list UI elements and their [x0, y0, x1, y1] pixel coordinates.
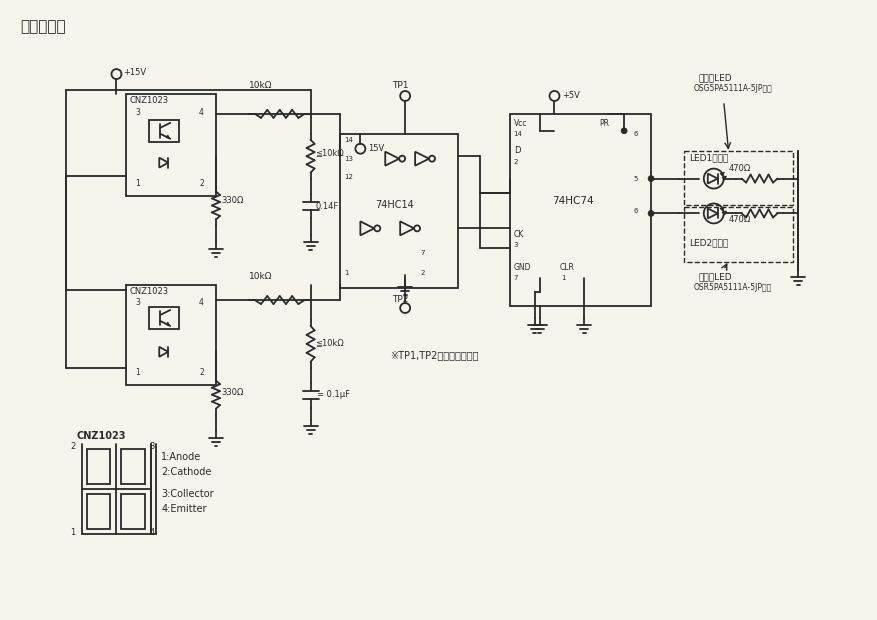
Text: 4: 4: [199, 298, 204, 307]
Text: 7: 7: [420, 250, 424, 256]
Circle shape: [648, 210, 654, 216]
Bar: [121, 450, 146, 484]
Text: 470Ω: 470Ω: [729, 164, 751, 172]
Text: TP2: TP2: [392, 295, 409, 304]
Text: 2: 2: [420, 270, 424, 276]
Text: 2: 2: [199, 368, 203, 377]
Text: CNZ1023: CNZ1023: [130, 96, 168, 105]
Bar: [340, 134, 458, 288]
Text: TP1: TP1: [392, 81, 409, 90]
Text: 330Ω: 330Ω: [221, 195, 243, 205]
Text: ≦10kΩ: ≦10kΩ: [316, 149, 345, 157]
Text: 2: 2: [70, 443, 75, 451]
Text: 4:Emitter: 4:Emitter: [161, 504, 207, 514]
Text: 2: 2: [199, 179, 203, 188]
Text: 10kΩ: 10kΩ: [249, 272, 273, 281]
Text: 74HC74: 74HC74: [553, 195, 594, 205]
Text: D: D: [514, 146, 520, 155]
Bar: [149, 307, 179, 329]
Text: CK: CK: [514, 231, 524, 239]
Bar: [87, 450, 111, 484]
Text: +5V: +5V: [562, 91, 581, 100]
Text: 14: 14: [514, 131, 523, 137]
Text: 4: 4: [199, 108, 204, 117]
Text: 2:Cathode: 2:Cathode: [161, 467, 211, 477]
Text: 6: 6: [633, 208, 638, 215]
Bar: [87, 494, 111, 529]
Bar: [126, 285, 216, 384]
Text: 3: 3: [149, 443, 154, 451]
Text: 1:Anode: 1:Anode: [161, 453, 202, 463]
Text: CNZ1023: CNZ1023: [130, 287, 168, 296]
Text: 定電流LED: 定電流LED: [699, 73, 732, 82]
Text: 15V: 15V: [368, 144, 385, 153]
Text: 1: 1: [561, 275, 566, 281]
Text: 3:Collector: 3:Collector: [161, 489, 214, 499]
Text: 1: 1: [135, 368, 140, 377]
Bar: [684, 208, 794, 262]
Text: LED1（緑）: LED1（緑）: [688, 154, 728, 162]
Text: 1: 1: [345, 270, 349, 276]
Text: 5: 5: [633, 175, 638, 182]
Circle shape: [648, 175, 654, 182]
Text: 2: 2: [514, 159, 518, 165]
Text: CNZ1023: CNZ1023: [76, 432, 126, 441]
Text: OSR5PA5111A-5JPも可: OSR5PA5111A-5JPも可: [694, 283, 772, 292]
Text: 7: 7: [514, 275, 518, 281]
Text: 470Ω: 470Ω: [729, 215, 751, 224]
Text: 10kΩ: 10kΩ: [249, 81, 273, 90]
Text: ※TP1,TP2はチェック端子: ※TP1,TP2はチェック端子: [390, 350, 479, 360]
Text: 1: 1: [135, 179, 140, 188]
Text: +15V: +15V: [124, 68, 146, 77]
Bar: [684, 151, 794, 205]
Text: = 0.1μF: = 0.1μF: [317, 389, 350, 399]
Text: 3: 3: [514, 242, 518, 248]
Text: OSG5PA5111A-5JPも可: OSG5PA5111A-5JPも可: [694, 84, 773, 93]
Text: 14: 14: [345, 137, 353, 143]
Text: 定電流LED: 定電流LED: [699, 272, 732, 281]
Text: 74HC14: 74HC14: [375, 200, 414, 211]
Text: LED2（赤）: LED2（赤）: [688, 238, 728, 247]
Text: 3: 3: [135, 108, 140, 117]
Text: 3: 3: [135, 298, 140, 307]
Text: 13: 13: [345, 156, 353, 162]
Text: 圖位相検出: 圖位相検出: [20, 19, 66, 34]
Text: 6: 6: [633, 131, 638, 137]
Bar: [149, 120, 179, 142]
Text: 1: 1: [70, 528, 75, 537]
Bar: [510, 114, 651, 306]
Text: CLR: CLR: [560, 264, 574, 272]
Bar: [121, 494, 146, 529]
Bar: [126, 94, 216, 195]
Text: GND: GND: [514, 264, 531, 272]
Text: Vcc: Vcc: [514, 119, 527, 128]
Text: PR: PR: [599, 119, 610, 128]
Text: 0.14F: 0.14F: [316, 203, 339, 211]
Circle shape: [621, 128, 627, 134]
Text: 4: 4: [149, 528, 154, 537]
Text: 330Ω: 330Ω: [221, 388, 243, 397]
Text: ≦10kΩ: ≦10kΩ: [316, 338, 345, 347]
Text: 12: 12: [345, 174, 353, 180]
